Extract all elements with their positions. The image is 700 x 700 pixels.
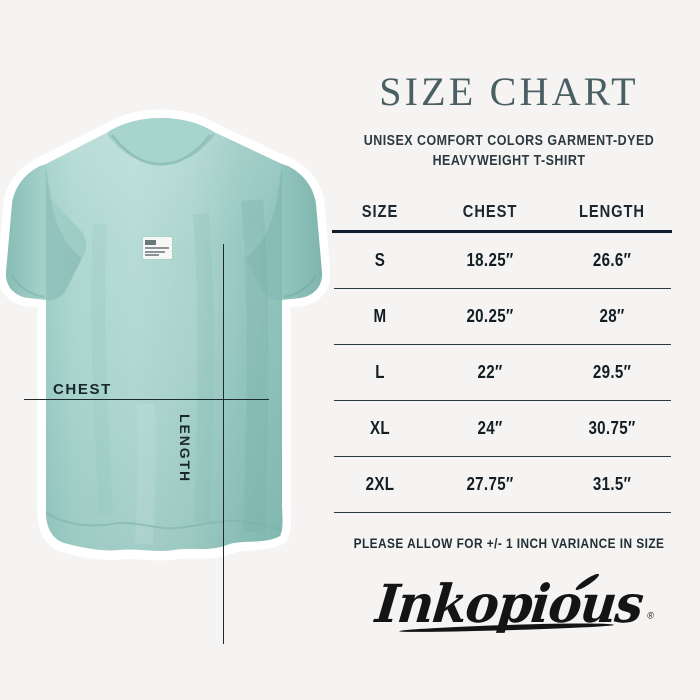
neck-label-text-line-3 bbox=[145, 254, 159, 256]
tshirt-photo: CHEST LENGTH bbox=[0, 104, 330, 644]
shirt-highlight-center bbox=[135, 403, 156, 545]
shirt-right-sleeve bbox=[241, 164, 323, 301]
neck-label-text-line-1 bbox=[145, 247, 169, 249]
cell-chest: 18.25″ bbox=[466, 250, 514, 270]
cell-chest: 20.25″ bbox=[466, 306, 514, 326]
cell-chest: 22″ bbox=[477, 362, 503, 382]
variance-note: PLEASE ALLOW FOR +/- 1 INCH VARIANCE IN … bbox=[353, 536, 665, 551]
shirt-fold-left bbox=[91, 223, 113, 515]
size-table: SIZE CHEST LENGTH S 18.25″ 26.6″ M 20.25… bbox=[332, 192, 672, 513]
neck-label-mark-right bbox=[145, 240, 156, 245]
table-header-rule bbox=[332, 230, 672, 233]
cell-chest: 27.75″ bbox=[466, 474, 514, 494]
length-measure-line bbox=[223, 244, 224, 644]
shirt-left-cuff-seam bbox=[11, 275, 45, 298]
table-row: S 18.25″ 26.6″ bbox=[332, 233, 672, 288]
registered-trademark-icon: ® bbox=[646, 610, 655, 621]
cell-size: 2XL bbox=[365, 474, 395, 494]
cell-length: 29.5″ bbox=[592, 362, 632, 382]
shirt-right-sleeve-shadow bbox=[246, 166, 282, 301]
brand-logo: Inkopious ® bbox=[318, 571, 700, 634]
table-row-divider bbox=[334, 288, 671, 289]
shirt-collar-rib bbox=[111, 134, 211, 166]
size-chart-info-panel: SIZE CHART UNISEX COMFORT COLORS GARMENT… bbox=[318, 0, 700, 700]
page-subtitle: UNISEX COMFORT COLORS GARMENT-DYED HEAVY… bbox=[345, 131, 674, 171]
shirt-left-sleeve bbox=[5, 164, 87, 301]
page-subtitle-line-1: UNISEX COMFORT COLORS GARMENT-DYED bbox=[363, 133, 655, 149]
product-image-panel: CHEST LENGTH bbox=[0, 0, 330, 700]
column-header-length: LENGTH bbox=[579, 200, 645, 221]
page-subtitle-line-2: HEAVYWEIGHT T-SHIRT bbox=[432, 153, 586, 169]
table-row: M 20.25″ 28″ bbox=[332, 289, 672, 344]
table-row: 2XL 27.75″ 31.5″ bbox=[332, 457, 672, 512]
cell-chest: 24″ bbox=[477, 418, 503, 438]
table-row-divider bbox=[334, 456, 671, 457]
shirt-hem-seam bbox=[45, 512, 283, 531]
table-header-row: SIZE CHEST LENGTH bbox=[332, 192, 672, 230]
cell-size: M bbox=[373, 306, 387, 326]
shirt-collar bbox=[108, 118, 214, 166]
column-header-size: SIZE bbox=[361, 200, 399, 221]
shirt-fold-far-right bbox=[241, 199, 269, 533]
table-row: L 22″ 29.5″ bbox=[332, 345, 672, 400]
cell-size: L bbox=[375, 362, 385, 382]
cell-size: S bbox=[374, 250, 386, 270]
shirt-right-cuff-seam bbox=[283, 275, 317, 298]
shirt-fold-right bbox=[193, 213, 214, 523]
cell-length: 26.6″ bbox=[592, 250, 632, 270]
chest-measure-line bbox=[24, 399, 269, 400]
chest-measure-label: CHEST bbox=[53, 381, 112, 398]
column-header-chest: CHEST bbox=[462, 200, 518, 221]
table-row-divider bbox=[334, 400, 671, 401]
shirt-left-sleeve-shadow bbox=[46, 166, 82, 301]
cell-length: 31.5″ bbox=[592, 474, 632, 494]
cell-length: 30.75″ bbox=[588, 418, 636, 438]
brand-wordmark: Inkopious ® bbox=[373, 571, 654, 634]
page-title: SIZE CHART bbox=[379, 69, 639, 114]
cell-size: XL bbox=[369, 418, 391, 438]
neck-label-text-line-2 bbox=[145, 251, 165, 253]
length-measure-label: LENGTH bbox=[177, 414, 193, 483]
table-row-divider bbox=[334, 344, 671, 345]
cell-length: 28″ bbox=[599, 306, 625, 326]
table-row: XL 24″ 30.75″ bbox=[332, 401, 672, 456]
tshirt-illustration bbox=[0, 109, 330, 561]
table-bottom-rule bbox=[334, 512, 671, 513]
neck-label bbox=[143, 237, 172, 259]
